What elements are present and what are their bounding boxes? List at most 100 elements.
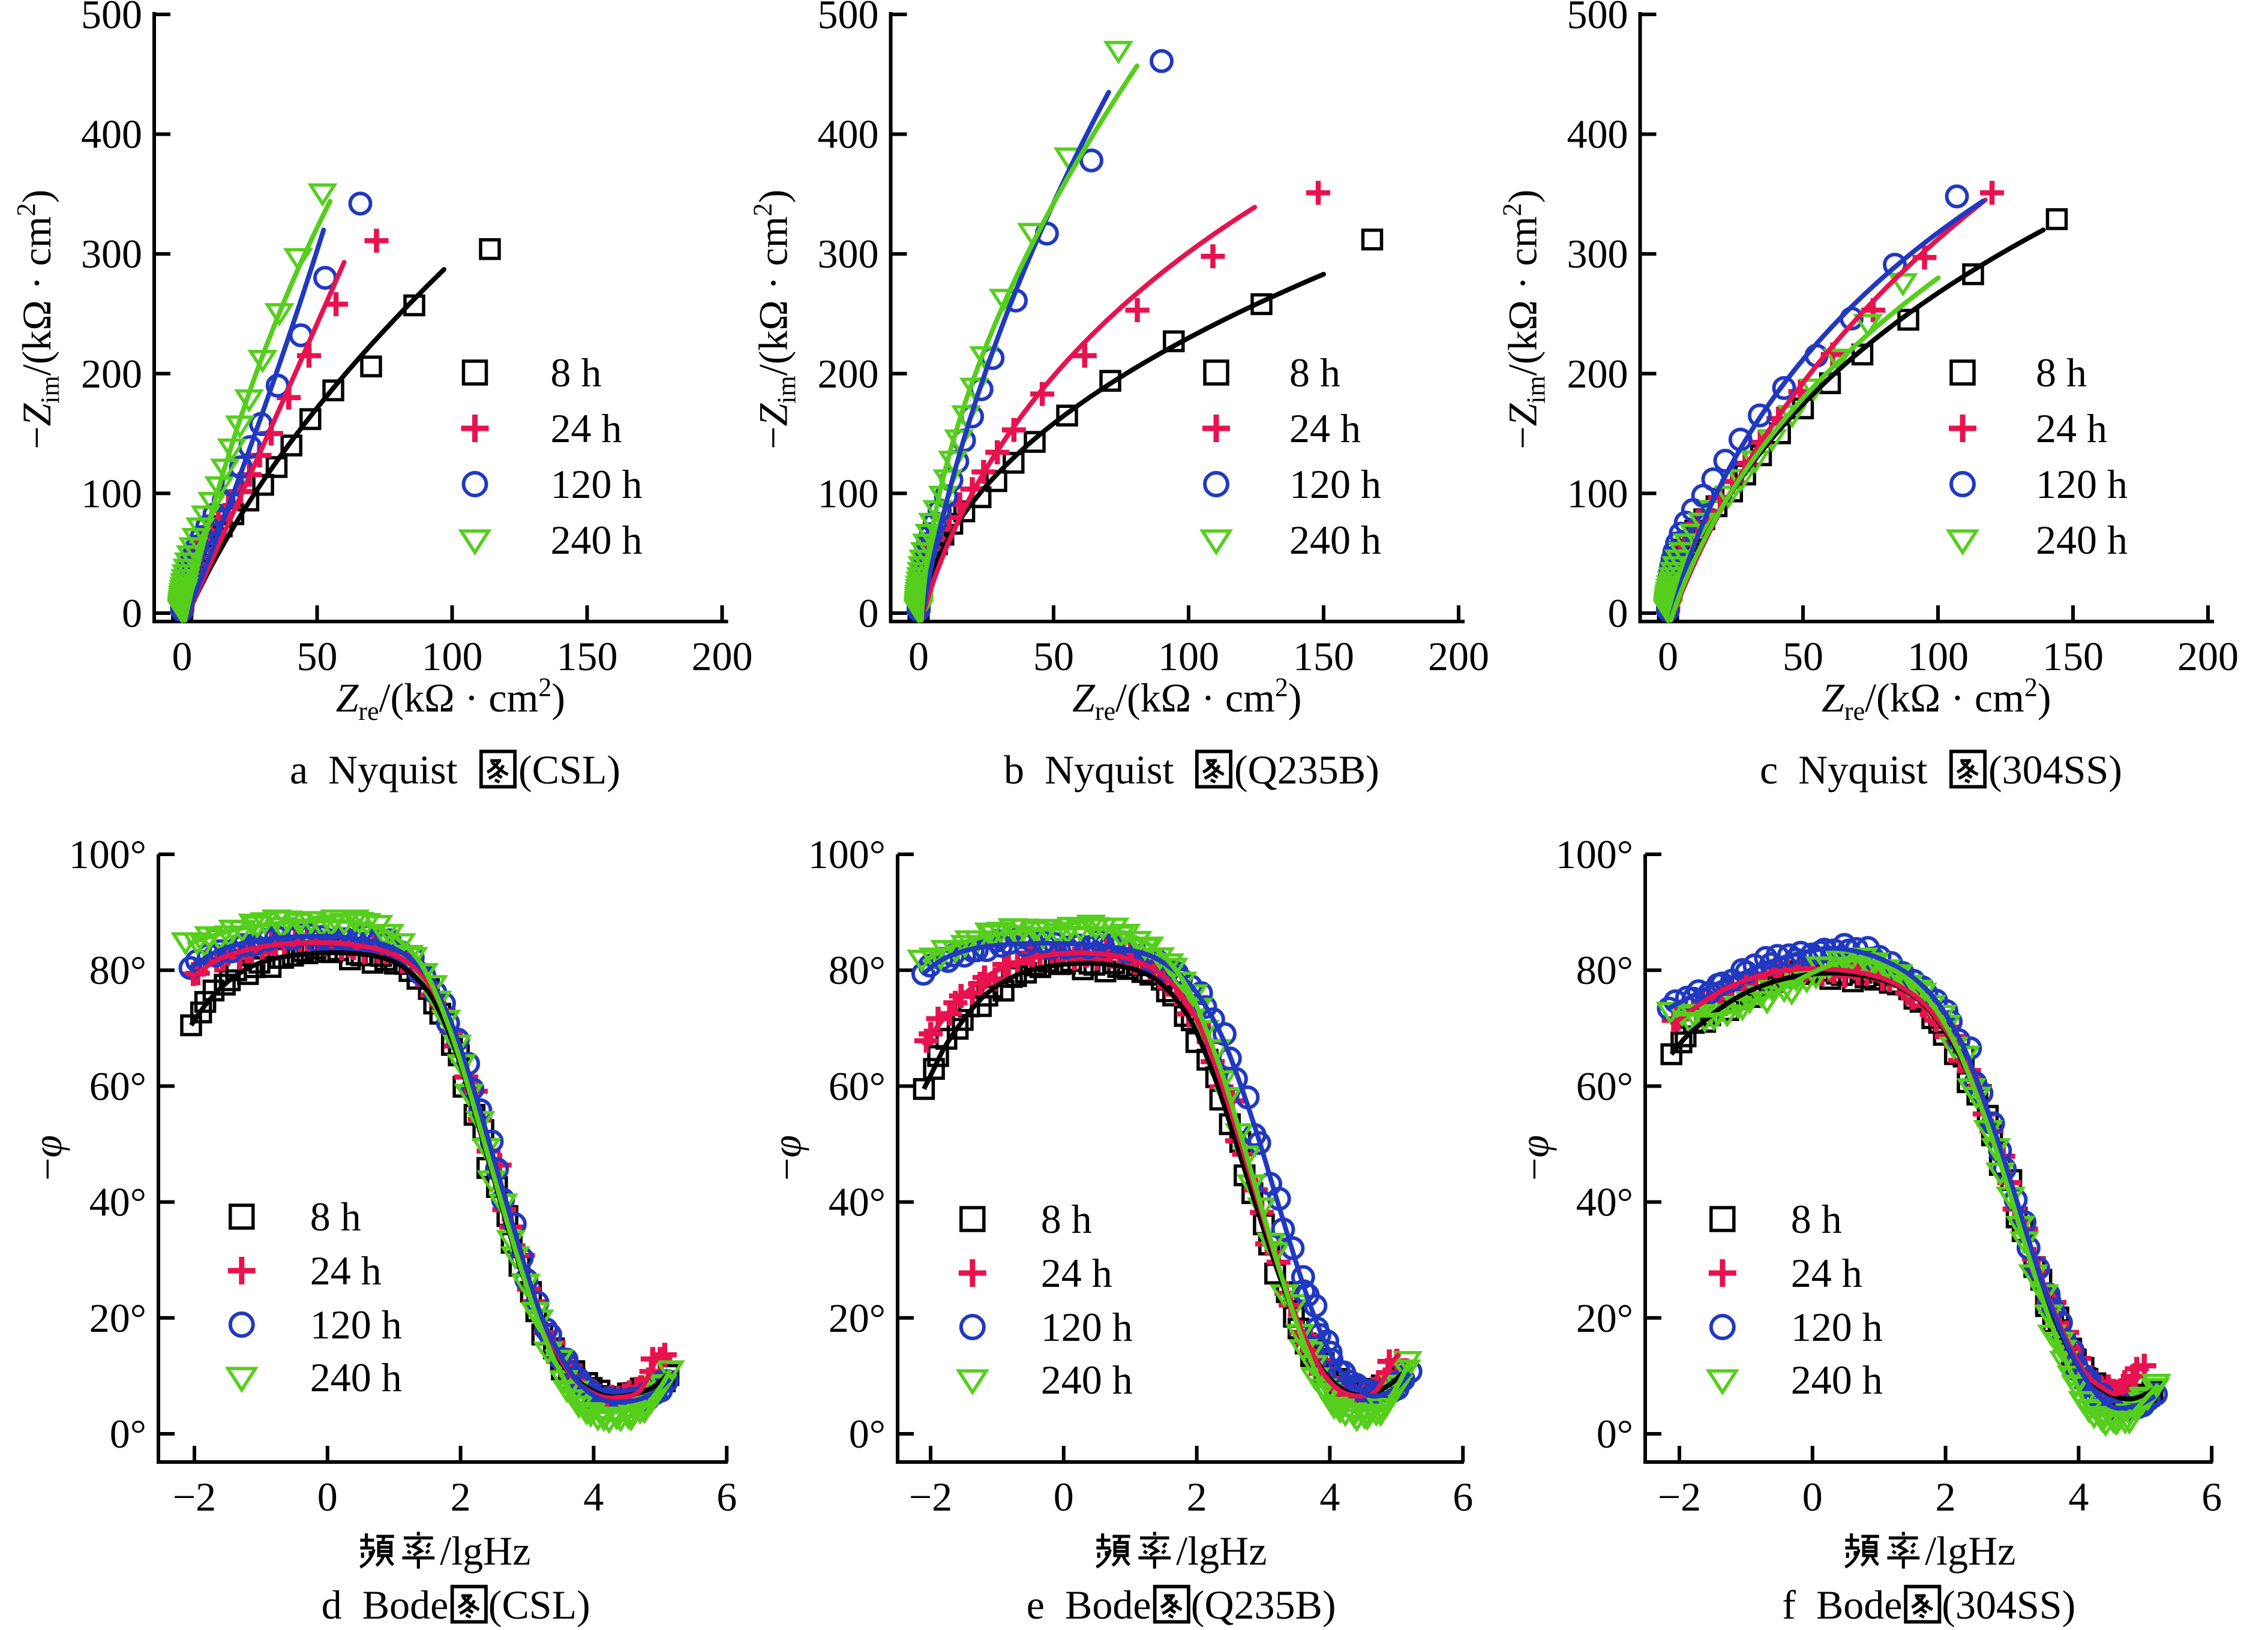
svg-text:0: 0 — [317, 1474, 338, 1520]
svg-text:−Zim/(kΩ · cm2): −Zim/(kΩ · cm2) — [11, 190, 65, 449]
svg-text:/lgHz: /lgHz — [1925, 1528, 2015, 1574]
svg-text:4: 4 — [1319, 1474, 1340, 1520]
svg-text:100: 100 — [1158, 634, 1219, 679]
svg-text:240 h: 240 h — [2036, 517, 2128, 563]
svg-text:0: 0 — [1802, 1474, 1823, 1520]
svg-text:−2: −2 — [1658, 1474, 1701, 1520]
svg-text:400: 400 — [818, 112, 879, 157]
svg-text:2: 2 — [1936, 1474, 1956, 1520]
svg-text:120 h: 120 h — [551, 461, 643, 507]
svg-text:40°: 40° — [89, 1179, 146, 1225]
svg-text:24 h: 24 h — [2036, 406, 2107, 451]
svg-text:8 h: 8 h — [310, 1194, 361, 1239]
svg-text:400: 400 — [1567, 112, 1628, 157]
svg-text:Zre/(kΩ · cm2): Zre/(kΩ · cm2) — [1822, 673, 2051, 726]
svg-text:20°: 20° — [829, 1295, 886, 1341]
svg-text:Zre/(kΩ · cm2): Zre/(kΩ · cm2) — [1072, 673, 1301, 726]
svg-text:200: 200 — [692, 634, 753, 679]
svg-text:4: 4 — [583, 1474, 604, 1520]
svg-text:8 h: 8 h — [551, 350, 602, 395]
svg-text:0: 0 — [1658, 634, 1678, 679]
svg-text:500: 500 — [81, 0, 142, 37]
svg-text:240 h: 240 h — [1791, 1357, 1883, 1403]
svg-text:c Nyquist: c Nyquist — [1760, 747, 1928, 793]
svg-text:200: 200 — [818, 351, 879, 397]
svg-text:−φ: −φ — [25, 1135, 70, 1181]
svg-text:−Zim/(kΩ · cm2): −Zim/(kΩ · cm2) — [748, 190, 802, 449]
svg-text:−φ: −φ — [1511, 1135, 1557, 1181]
svg-text:300: 300 — [1567, 231, 1628, 277]
svg-text:24 h: 24 h — [1289, 406, 1361, 451]
svg-text:/lgHz: /lgHz — [1176, 1528, 1267, 1574]
svg-text:2: 2 — [451, 1474, 471, 1520]
svg-text:80°: 80° — [829, 947, 886, 993]
svg-text:0°: 0° — [1597, 1411, 1633, 1457]
svg-text:100: 100 — [818, 470, 879, 516]
svg-text:(304SS): (304SS) — [1988, 747, 2122, 793]
svg-text:200: 200 — [2177, 634, 2239, 679]
svg-text:8 h: 8 h — [1289, 350, 1340, 395]
svg-text:2: 2 — [1187, 1474, 1207, 1520]
svg-text:60°: 60° — [89, 1063, 146, 1109]
svg-text:(Q235B): (Q235B) — [1234, 747, 1379, 793]
svg-text:−2: −2 — [909, 1474, 952, 1520]
svg-text:(304SS): (304SS) — [1942, 1582, 2075, 1628]
svg-text:60°: 60° — [1576, 1063, 1633, 1109]
svg-text:100: 100 — [422, 634, 483, 679]
svg-text:−2: −2 — [173, 1474, 216, 1520]
svg-text:120 h: 120 h — [2036, 461, 2128, 507]
svg-text:0: 0 — [1054, 1474, 1074, 1520]
svg-text:500: 500 — [1567, 0, 1628, 37]
svg-text:50: 50 — [1033, 634, 1074, 679]
svg-text:200: 200 — [1428, 634, 1489, 679]
svg-text:240 h: 240 h — [1041, 1357, 1133, 1403]
svg-text:240 h: 240 h — [310, 1355, 402, 1400]
svg-text:−Zim/(kΩ · cm2): −Zim/(kΩ · cm2) — [1498, 190, 1551, 449]
svg-text:100°: 100° — [808, 831, 886, 877]
svg-text:6: 6 — [2201, 1474, 2222, 1520]
svg-text:4: 4 — [2068, 1474, 2089, 1520]
svg-text:6: 6 — [1453, 1474, 1473, 1520]
svg-text:0°: 0° — [849, 1411, 886, 1457]
svg-text:0: 0 — [172, 634, 193, 679]
svg-text:Zre/(kΩ · cm2): Zre/(kΩ · cm2) — [336, 673, 565, 726]
svg-text:240 h: 240 h — [551, 517, 643, 563]
svg-text:500: 500 — [818, 0, 879, 37]
svg-text:b Nyquist: b Nyquist — [1004, 747, 1174, 793]
svg-text:/lgHz: /lgHz — [440, 1528, 530, 1574]
svg-text:(Q235B): (Q235B) — [1191, 1582, 1336, 1628]
svg-text:20°: 20° — [89, 1295, 146, 1341]
svg-text:100: 100 — [1907, 634, 1969, 679]
svg-text:50: 50 — [1783, 634, 1823, 679]
svg-text:e Bode: e Bode — [1027, 1582, 1151, 1628]
svg-text:120 h: 120 h — [1289, 461, 1381, 507]
svg-text:200: 200 — [1567, 351, 1628, 397]
svg-text:24 h: 24 h — [310, 1248, 382, 1293]
svg-text:120 h: 120 h — [310, 1302, 402, 1347]
svg-text:0: 0 — [859, 590, 879, 636]
svg-text:8 h: 8 h — [2036, 350, 2087, 395]
svg-text:(CSL): (CSL) — [518, 747, 620, 793]
svg-text:0: 0 — [122, 590, 142, 636]
svg-text:150: 150 — [557, 634, 618, 679]
svg-text:100: 100 — [1567, 470, 1628, 516]
svg-text:150: 150 — [2042, 634, 2104, 679]
svg-text:(CSL): (CSL) — [488, 1582, 590, 1628]
svg-text:6: 6 — [716, 1474, 737, 1520]
svg-text:80°: 80° — [89, 947, 146, 993]
svg-text:240 h: 240 h — [1289, 517, 1381, 563]
svg-text:d Bode: d Bode — [322, 1582, 449, 1628]
svg-text:100°: 100° — [69, 831, 146, 877]
svg-text:200: 200 — [81, 351, 142, 397]
svg-text:40°: 40° — [1576, 1179, 1633, 1225]
svg-text:300: 300 — [81, 231, 142, 277]
svg-text:400: 400 — [81, 112, 142, 157]
svg-text:24 h: 24 h — [551, 406, 622, 451]
svg-text:20°: 20° — [1576, 1295, 1633, 1341]
svg-text:50: 50 — [297, 634, 338, 679]
svg-text:24 h: 24 h — [1791, 1250, 1862, 1296]
svg-text:0: 0 — [1608, 590, 1628, 636]
svg-text:80°: 80° — [1576, 947, 1633, 993]
svg-text:60°: 60° — [829, 1063, 886, 1109]
svg-text:120 h: 120 h — [1791, 1304, 1883, 1350]
